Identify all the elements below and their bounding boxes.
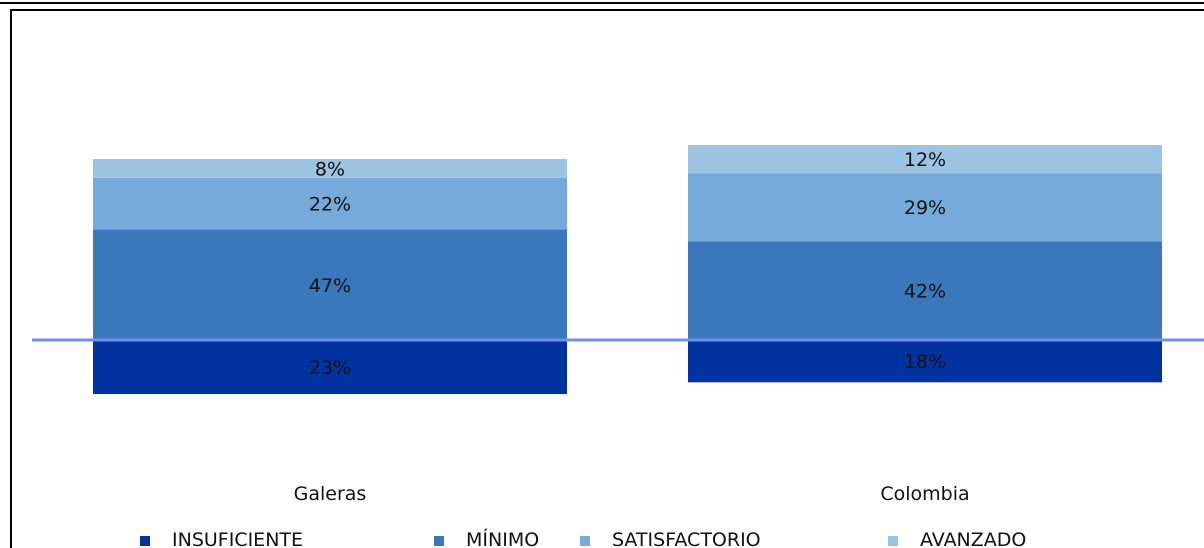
frame-border-left xyxy=(10,9,12,548)
bar-segment-galeras-satisfactorio xyxy=(93,177,567,230)
value-label-colombia-minimo: 42% xyxy=(904,281,946,303)
bar-segment-colombia-insuficiente xyxy=(688,340,1162,383)
frame-border-top-outer xyxy=(0,2,1204,4)
legend-swatch-satisfactorio xyxy=(580,536,590,546)
legend-label-avanzado: AVANZADO xyxy=(920,529,1026,548)
legend-label-insuficiente: INSUFICIENTE xyxy=(172,529,303,548)
frame-border-top-inner xyxy=(10,9,1204,11)
bar-segment-colombia-avanzado xyxy=(688,144,1162,174)
bar-segment-galeras-minimo xyxy=(93,229,567,340)
bar-segment-colombia-satisfactorio xyxy=(688,173,1162,242)
category-label-galeras: Galeras xyxy=(294,483,367,505)
category-label-group: Galeras Colombia xyxy=(294,483,970,505)
value-label-group: 23% 47% 22% 8% 18% 42% 29% 12% xyxy=(309,149,946,379)
value-label-colombia-satisfactorio: 29% xyxy=(904,197,946,219)
bar-group xyxy=(93,144,1162,395)
value-label-galeras-insuficiente: 23% xyxy=(309,357,351,379)
value-label-galeras-minimo: 47% xyxy=(309,275,351,297)
value-label-colombia-avanzado: 12% xyxy=(904,149,946,171)
bar-segment-colombia-minimo xyxy=(688,241,1162,340)
category-label-colombia: Colombia xyxy=(880,483,969,505)
legend-swatch-avanzado xyxy=(888,536,898,546)
value-label-colombia-insuficiente: 18% xyxy=(904,351,946,373)
legend: INSUFICIENTE MÍNIMO SATISFACTORIO AVANZADO xyxy=(140,528,1026,548)
legend-swatch-insuficiente xyxy=(140,536,150,546)
value-label-galeras-satisfactorio: 22% xyxy=(309,194,351,216)
legend-label-minimo: MÍNIMO xyxy=(466,528,539,548)
legend-swatch-minimo xyxy=(434,536,444,546)
bar-segment-galeras-avanzado xyxy=(93,159,567,178)
value-label-galeras-avanzado: 8% xyxy=(315,158,345,180)
bar-segment-galeras-insuficiente xyxy=(93,340,567,395)
legend-label-satisfactorio: SATISFACTORIO xyxy=(612,529,761,548)
